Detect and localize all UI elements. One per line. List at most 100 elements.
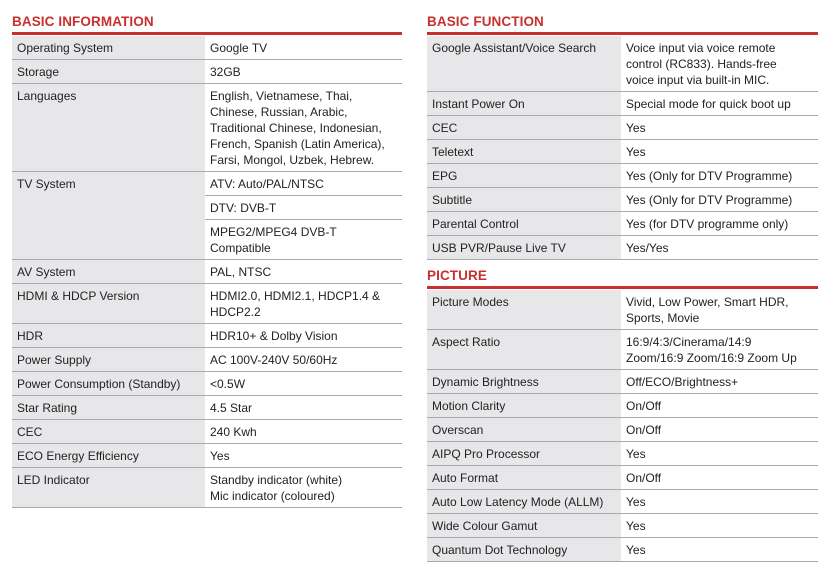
- table-row: HDMI & HDCP Version HDMI2.0, HDMI2.1, HDC…: [12, 283, 402, 324]
- spec-value: Yes (Only for DTV Programme): [621, 163, 818, 188]
- table-row: Power Consumption (Standby) <0.5W: [12, 371, 402, 396]
- spec-label: CEC: [12, 419, 205, 444]
- table-row: HDR HDR10+ & Dolby Vision: [12, 323, 402, 348]
- spec-value: MPEG2/MPEG4 DVB-T Compatible: [205, 219, 402, 260]
- spec-label: Aspect Ratio: [427, 329, 621, 370]
- table-row: Auto Low Latency Mode (ALLM) Yes: [427, 489, 818, 514]
- section-title: PICTURE: [427, 268, 487, 283]
- spec-value: Yes (Only for DTV Programme): [621, 187, 818, 212]
- spec-label: Google Assistant/Voice Search: [427, 36, 621, 92]
- table-row: Power Supply AC 100V-240V 50/60Hz: [12, 347, 402, 372]
- table-row: TV System ATV: Auto/PAL/NTSC: [12, 171, 402, 260]
- spec-label: Parental Control: [427, 211, 621, 236]
- spec-label: Motion Clarity: [427, 393, 621, 418]
- spec-label: LED Indicator: [12, 467, 205, 508]
- table-row: Star Rating 4.5 Star: [12, 395, 402, 420]
- table-row: Aspect Ratio 16:9/4:3/Cinerama/14:9 Zoom/…: [427, 329, 818, 370]
- spec-value: Yes: [621, 489, 818, 514]
- spec-value: HDR10+ & Dolby Vision: [205, 323, 402, 348]
- spec-label: TV System: [12, 171, 205, 260]
- spec-value: Voice input via voice remote control (RC…: [621, 36, 818, 92]
- spec-value: Yes: [205, 443, 402, 468]
- spec-label: CEC: [427, 115, 621, 140]
- table-row: Parental Control Yes (for DTV programme o…: [427, 211, 818, 236]
- spec-value: On/Off: [621, 465, 818, 490]
- spec-value: English, Vietnamese, Thai, Chinese, Russ…: [205, 83, 402, 172]
- spec-table: Operating System Google TV Storage 32GB Lang…: [12, 36, 402, 508]
- table-row: ECO Energy Efficiency Yes: [12, 443, 402, 468]
- spec-value: Google TV: [205, 36, 402, 60]
- table-row: Languages English, Vietnamese, Thai, Chin…: [12, 83, 402, 172]
- basic-function-section: BASIC FUNCTION Google Assistant/Voice Se…: [427, 12, 818, 260]
- spec-value: Standby indicator (white) Mic indicator …: [205, 467, 402, 508]
- spec-value: Off/ECO/Brightness+: [621, 369, 818, 394]
- table-row: LED Indicator Standby indicator (white) M…: [12, 467, 402, 508]
- spec-label: ECO Energy Efficiency: [12, 443, 205, 468]
- section-title: BASIC INFORMATION: [12, 14, 154, 29]
- spec-label: Subtitle: [427, 187, 621, 212]
- spec-label: Power Consumption (Standby): [12, 371, 205, 396]
- spec-table: Picture Modes Vivid, Low Power, Smart HDR…: [427, 290, 818, 562]
- spec-label: AIPQ Pro Processor: [427, 441, 621, 466]
- spec-label: Wide Colour Gamut: [427, 513, 621, 538]
- table-row: MPEG2/MPEG4 DVB-T Compatible: [12, 219, 402, 260]
- basic-information-section: BASIC INFORMATION Operating System Google…: [12, 12, 402, 508]
- spec-label: EPG: [427, 163, 621, 188]
- spec-value: On/Off: [621, 393, 818, 418]
- spec-label: HDMI & HDCP Version: [12, 283, 205, 324]
- table-row: Teletext Yes: [427, 139, 818, 164]
- spec-value: Yes: [621, 513, 818, 538]
- spec-value: Yes: [621, 139, 818, 164]
- spec-label: Auto Format: [427, 465, 621, 490]
- table-row: Subtitle Yes (Only for DTV Programme): [427, 187, 818, 212]
- spec-label: Auto Low Latency Mode (ALLM): [427, 489, 621, 514]
- spec-label: Overscan: [427, 417, 621, 442]
- spec-label: Dynamic Brightness: [427, 369, 621, 394]
- table-row: AV System PAL, NTSC: [12, 259, 402, 284]
- spec-value: 32GB: [205, 59, 402, 84]
- spec-value: 240 Kwh: [205, 419, 402, 444]
- spec-value: Yes/Yes: [621, 235, 818, 260]
- spec-value: Yes: [621, 441, 818, 466]
- spec-label: USB PVR/Pause Live TV: [427, 235, 621, 260]
- picture-section: PICTURE Picture Modes Vivid, Low Power, S…: [427, 266, 818, 562]
- spec-label: Teletext: [427, 139, 621, 164]
- table-row: Picture Modes Vivid, Low Power, Smart HDR…: [427, 290, 818, 330]
- spec-label: Power Supply: [12, 347, 205, 372]
- spec-value: HDMI2.0, HDMI2.1, HDCP1.4 & HDCP2.2: [205, 283, 402, 324]
- spec-value: AC 100V-240V 50/60Hz: [205, 347, 402, 372]
- section-divider: [427, 286, 818, 289]
- spec-value: <0.5W: [205, 371, 402, 396]
- table-row: Dynamic Brightness Off/ECO/Brightness+: [427, 369, 818, 394]
- spec-value: 4.5 Star: [205, 395, 402, 420]
- table-row: EPG Yes (Only for DTV Programme): [427, 163, 818, 188]
- spec-label: AV System: [12, 259, 205, 284]
- spec-value: On/Off: [621, 417, 818, 442]
- spec-label: Languages: [12, 83, 205, 172]
- table-row: Motion Clarity On/Off: [427, 393, 818, 418]
- spec-label: Storage: [12, 59, 205, 84]
- spec-value: 16:9/4:3/Cinerama/14:9 Zoom/16:9 Zoom/16…: [621, 329, 818, 370]
- table-row: Overscan On/Off: [427, 417, 818, 442]
- spec-label: Operating System: [12, 36, 205, 60]
- spec-value: Special mode for quick boot up: [621, 91, 818, 116]
- table-row: CEC 240 Kwh: [12, 419, 402, 444]
- table-row: Instant Power On Special mode for quick b…: [427, 91, 818, 116]
- table-row: Auto Format On/Off: [427, 465, 818, 490]
- table-row: USB PVR/Pause Live TV Yes/Yes: [427, 235, 818, 260]
- table-row: Storage 32GB: [12, 59, 402, 84]
- section-divider: [427, 32, 818, 35]
- spec-label: Quantum Dot Technology: [427, 537, 621, 562]
- table-row: DTV: DVB-T: [12, 195, 402, 220]
- spec-table: Google Assistant/Voice Search Voice input…: [427, 36, 818, 260]
- table-row: Quantum Dot Technology Yes: [427, 537, 818, 562]
- spec-value: Vivid, Low Power, Smart HDR, Sports, Mov…: [621, 290, 818, 330]
- spec-value: DTV: DVB-T: [205, 195, 402, 220]
- spec-label: Star Rating: [12, 395, 205, 420]
- spec-value: ATV: Auto/PAL/NTSC: [205, 171, 402, 196]
- spec-value: Yes: [621, 537, 818, 562]
- spec-label: HDR: [12, 323, 205, 348]
- spec-label: Instant Power On: [427, 91, 621, 116]
- spec-label: Picture Modes: [427, 290, 621, 330]
- table-row: Google Assistant/Voice Search Voice input…: [427, 36, 818, 92]
